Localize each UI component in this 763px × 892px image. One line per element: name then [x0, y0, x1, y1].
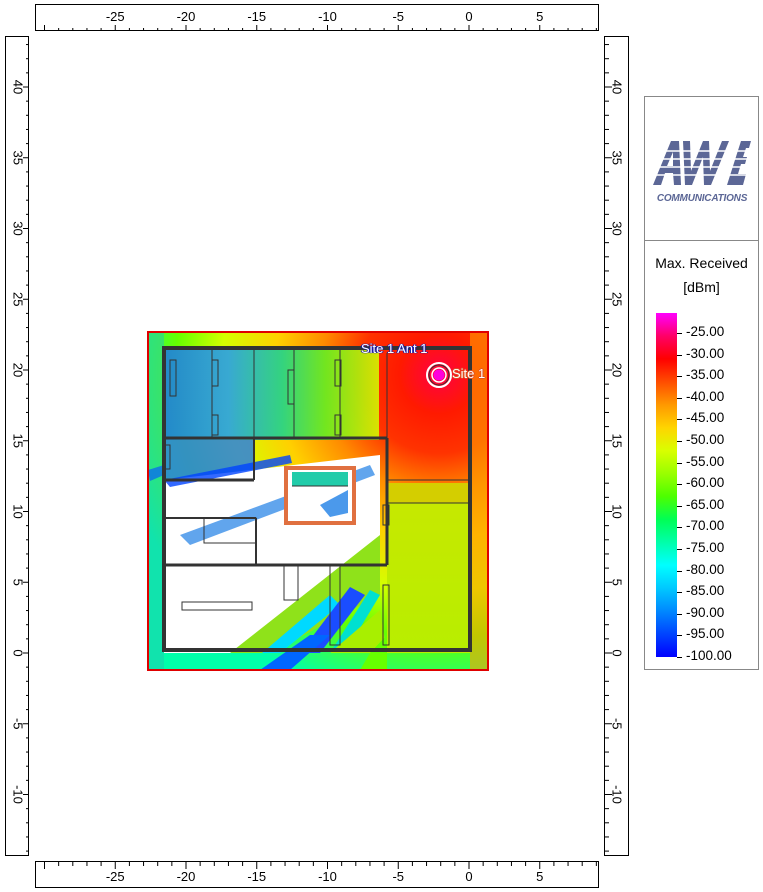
legend-tick: [677, 397, 682, 399]
legend-level-label: -95.00: [686, 626, 725, 642]
legend-level-label: -80.00: [686, 561, 725, 577]
ruler-tick-label: -10: [318, 869, 337, 884]
legend-level-label: -40.00: [686, 388, 725, 404]
inner-room: [284, 466, 356, 525]
ruler-tick-label: -5: [610, 718, 625, 730]
ruler-tick-label: -20: [177, 9, 196, 24]
ruler-tick-label: -25: [106, 869, 125, 884]
legend-level-label: -75.00: [686, 540, 725, 555]
ruler-tick-label: 5: [11, 579, 26, 586]
legend-gradient: [656, 313, 677, 657]
ruler-tick-label: -15: [247, 869, 266, 884]
ruler-left: 40 35 30 25 20 15 10 5 0 -5 -10: [5, 36, 29, 856]
ruler-tick-label: 25: [610, 292, 625, 306]
legend-level-label: -90.00: [686, 604, 725, 620]
legend-tick: [677, 484, 682, 486]
legend-unit: [dBm]: [683, 279, 720, 295]
building-walls: [162, 346, 472, 652]
legend-tick: [677, 333, 682, 334]
ruler-tick-label: -10: [610, 785, 625, 804]
legend-tick: [677, 613, 682, 615]
ruler-tick-label: -15: [247, 9, 266, 24]
legend-tick: [677, 462, 682, 464]
legend-level-label: -85.00: [686, 583, 725, 599]
legend-tick: [677, 441, 682, 442]
legend-panel: COMMUNICATIONS Max. Received [dBm] -25.0…: [644, 96, 759, 670]
legend-level-label: -35.00: [686, 367, 725, 383]
ruler-tick-label: -5: [392, 869, 404, 884]
brand-subtitle: COMMUNICATIONS: [656, 193, 748, 204]
legend-tick: [677, 354, 682, 356]
ruler-bottom: -25 -20 -15 -10 -5 0 5: [35, 861, 599, 888]
ruler-tick-label: 40: [11, 80, 26, 94]
ruler-tick-label: -20: [177, 869, 196, 884]
ruler-tick-label: -10: [11, 785, 26, 804]
ruler-tick-label: 30: [610, 221, 625, 235]
ruler-tick-label: 10: [610, 504, 625, 518]
ruler-tick-label: 0: [465, 869, 472, 884]
legend-tick: [677, 657, 682, 658]
ruler-tick-label: 0: [465, 9, 472, 24]
coverage-map[interactable]: Site 1 Ant 1 Site 1: [30, 35, 603, 857]
prediction-area-boundary: [147, 331, 489, 671]
legend-level-label: -65.00: [686, 496, 725, 512]
ruler-right: 40 35 30 25 20 15 10 5 0 -5 -10: [604, 36, 629, 856]
legend-tick: [677, 419, 682, 421]
ruler-tick-label: -5: [392, 9, 404, 24]
ruler-tick-label: 15: [11, 434, 26, 448]
legend-level-label: -45.00: [686, 410, 725, 426]
legend-level-label: -60.00: [686, 475, 725, 491]
legend-level-label: -30.00: [686, 345, 725, 361]
legend-tick: [677, 635, 682, 637]
ruler-tick-label: 10: [11, 504, 26, 518]
ruler-tick-label: 5: [536, 869, 543, 884]
legend-tick: [677, 505, 682, 507]
ruler-tick-label: 5: [536, 9, 543, 24]
ruler-tick-label: 35: [11, 151, 26, 165]
ruler-tick-label: 20: [11, 363, 26, 377]
ruler-tick-label: 25: [11, 292, 26, 306]
legend-title: Max. Received: [655, 255, 748, 271]
ruler-tick-label: -10: [318, 9, 337, 24]
legend-tick: [677, 527, 682, 529]
brand-logo: COMMUNICATIONS: [645, 97, 758, 241]
site-marker[interactable]: [426, 362, 452, 388]
ruler-tick-label: -25: [106, 9, 125, 24]
awe-logo-icon: [651, 141, 751, 185]
legend-tick: [677, 592, 682, 594]
ruler-tick-label: 40: [610, 80, 625, 94]
ruler-tick-label: -5: [11, 718, 26, 730]
legend-tick: [677, 549, 682, 550]
legend-level-label: -25.00: [686, 324, 725, 339]
ruler-tick-label: 0: [11, 649, 26, 656]
coverage-map-svg: [147, 331, 489, 671]
ruler-tick-label: 15: [610, 434, 625, 448]
ruler-tick-label: 20: [610, 363, 625, 377]
site-label: Site 1: [452, 366, 486, 381]
antenna-label: Site 1 Ant 1: [361, 341, 428, 356]
legend-tick: [677, 570, 682, 572]
ruler-tick-label: 35: [610, 151, 625, 165]
legend-level-label: -50.00: [686, 432, 725, 447]
ruler-tick-label: 30: [11, 221, 26, 235]
ruler-tick-label: 0: [610, 649, 625, 656]
legend-level-label: -55.00: [686, 453, 725, 469]
ruler-top: -25 -20 -15 -10 -5 0 5: [35, 4, 599, 31]
legend-level-label: -70.00: [686, 518, 725, 534]
ruler-tick-label: 5: [610, 579, 625, 586]
legend-color-bar: [656, 313, 677, 657]
legend-level-label: -100.00: [686, 648, 732, 663]
legend-tick: [677, 376, 682, 378]
